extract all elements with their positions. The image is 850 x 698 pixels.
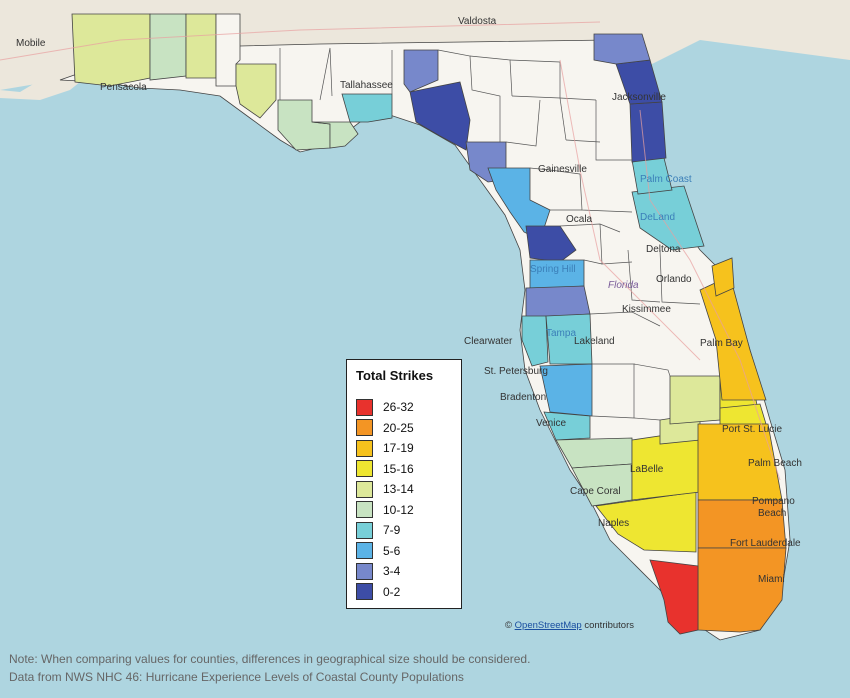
- legend-swatch: [356, 460, 373, 478]
- city-port-st-lucie: Port St. Lucie: [722, 424, 782, 435]
- city-spring-hill: Spring Hill: [530, 264, 576, 275]
- city-orlando: Orlando: [656, 274, 692, 285]
- city-kissimmee: Kissimmee: [622, 304, 671, 315]
- legend-swatch: [356, 480, 373, 498]
- legend-rows: 26-32 20-25 17-19 15-16 13-14 10-12 7-9 …: [356, 397, 461, 602]
- data-source-note: Data from NWS NHC 46: Hurricane Experien…: [9, 670, 464, 684]
- city-tampa: Tampa: [546, 328, 576, 339]
- legend-row: 20-25: [356, 418, 461, 439]
- coast-alabama: [0, 66, 90, 100]
- county-nassau: [593, 33, 651, 65]
- county-boundaries: [279, 47, 701, 421]
- legend-label: 7-9: [383, 523, 401, 538]
- legend-row: 3-4: [356, 561, 461, 582]
- legend-label: 13-14: [383, 482, 414, 497]
- size-note: Note: When comparing values for counties…: [9, 652, 531, 666]
- city-deland: DeLand: [640, 212, 675, 223]
- legend-label: 10-12: [383, 502, 414, 517]
- city-naples: Naples: [598, 518, 629, 529]
- map-attribution: © OpenStreetMap contributors: [505, 620, 634, 631]
- legend-row: 26-32: [356, 397, 461, 418]
- city-pompano-beach: Beach: [758, 508, 786, 519]
- legend-label: 26-32: [383, 400, 414, 415]
- county-taylor: [409, 81, 471, 151]
- city-florida: Florida: [608, 280, 639, 291]
- county-wakulla: [341, 93, 393, 123]
- map-legend: Total Strikes 26-32 20-25 17-19 15-16 13…: [346, 359, 462, 609]
- legend-label: 15-16: [383, 461, 414, 476]
- city-palm-coast: Palm Coast: [640, 174, 692, 185]
- county-bay: [235, 63, 277, 119]
- county-okaloosa: [185, 13, 217, 79]
- city-fort-lauderdale: Fort Lauderdale: [730, 538, 801, 549]
- county-st-johns: [629, 101, 667, 163]
- city-st-petersburg: St. Petersburg: [484, 366, 548, 377]
- city-palm-beach: Palm Beach: [748, 458, 802, 469]
- legend-row: 0-2: [356, 582, 461, 603]
- legend-swatch: [356, 562, 373, 580]
- legend-row: 7-9: [356, 520, 461, 541]
- city-ocala: Ocala: [566, 214, 593, 225]
- legend-label: 0-2: [383, 584, 401, 599]
- attribution-suffix: contributors: [584, 620, 634, 631]
- legend-swatch: [356, 583, 373, 601]
- city-tallahassee: Tallahassee: [340, 80, 393, 91]
- legend-swatch: [356, 439, 373, 457]
- city-cape-coral: Cape Coral: [570, 486, 621, 497]
- city-venice: Venice: [536, 418, 566, 429]
- legend-swatch: [356, 419, 373, 437]
- county-citrus: [525, 225, 577, 263]
- county-volusia: [631, 185, 705, 251]
- county-sarasota: [543, 411, 591, 441]
- legend-swatch: [356, 521, 373, 539]
- legend-title: Total Strikes: [356, 368, 434, 383]
- openstreetmap-link[interactable]: OpenStreetMap: [514, 620, 582, 631]
- county-santa-rosa: [149, 13, 187, 81]
- county-pasco: [525, 285, 591, 319]
- county-highlands: [669, 375, 721, 425]
- legend-row: 13-14: [356, 479, 461, 500]
- city-bradenton: Bradenton: [500, 392, 546, 403]
- city-mobile: Mobile: [16, 38, 46, 49]
- legend-swatch: [356, 542, 373, 560]
- city-labelle: LaBelle: [630, 464, 664, 475]
- county-escambia: [71, 13, 151, 87]
- city-gainesville: Gainesville: [538, 164, 587, 175]
- legend-row: 17-19: [356, 438, 461, 459]
- city-pompano: Pompano: [752, 496, 795, 507]
- legend-row: 15-16: [356, 459, 461, 480]
- county-st-lucie: [719, 403, 767, 427]
- legend-label: 3-4: [383, 564, 401, 579]
- county-monroe: [649, 559, 699, 635]
- legend-swatch: [356, 398, 373, 416]
- legend-label: 17-19: [383, 441, 414, 456]
- legend-row: 10-12: [356, 500, 461, 521]
- city-palm-bay: Palm Bay: [700, 338, 743, 349]
- county-pinellas: [521, 315, 549, 367]
- city-miami: Miami: [758, 574, 785, 585]
- legend-label: 5-6: [383, 543, 401, 558]
- county-indian-river: [711, 257, 735, 297]
- copyright-symbol: ©: [505, 620, 512, 631]
- city-valdosta: Valdosta: [458, 16, 497, 27]
- legend-swatch: [356, 501, 373, 519]
- legend-row: 5-6: [356, 541, 461, 562]
- city-lakeland: Lakeland: [574, 336, 615, 347]
- city-jacksonville: Jacksonville: [612, 92, 666, 103]
- legend-label: 20-25: [383, 420, 414, 435]
- city-clearwater: Clearwater: [464, 336, 513, 347]
- city-pensacola: Pensacola: [100, 82, 147, 93]
- city-deltona: Deltona: [646, 244, 681, 255]
- county-jefferson: [403, 49, 439, 93]
